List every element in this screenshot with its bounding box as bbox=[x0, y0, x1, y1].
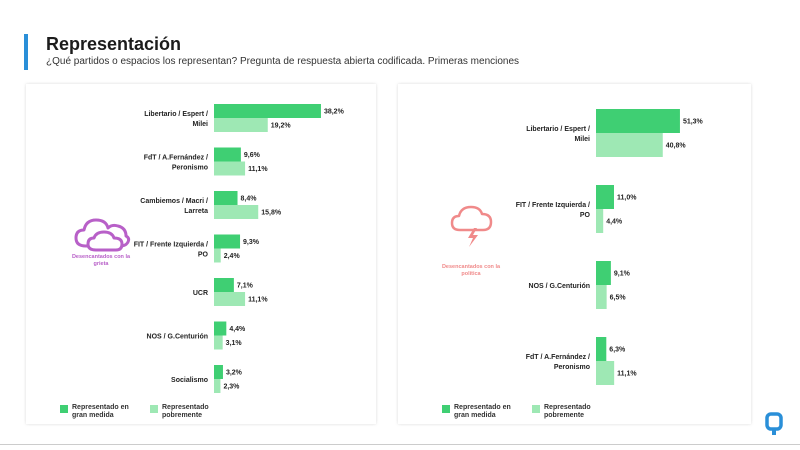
category-label: Peronismo bbox=[554, 364, 590, 371]
bar-high bbox=[596, 185, 614, 209]
legend-label-low: Representado pobremente bbox=[162, 404, 209, 419]
category-label: PO bbox=[580, 212, 591, 219]
legend-swatch-high bbox=[442, 405, 450, 413]
footer-divider bbox=[0, 444, 800, 445]
data-label: 8,4% bbox=[241, 196, 258, 203]
category-label: FdT / A.Fernández / bbox=[144, 155, 208, 162]
bar-low bbox=[214, 248, 221, 263]
legend-item-high: Representado en gran medida bbox=[60, 404, 136, 420]
category-label: Libertario / Espert / bbox=[526, 126, 590, 133]
legend-label-high: Representado en gran medida bbox=[454, 404, 511, 419]
category-label: Socialismo bbox=[171, 377, 208, 384]
bar-low bbox=[214, 292, 246, 306]
data-label: 6,3% bbox=[609, 347, 626, 354]
bar-low bbox=[596, 209, 604, 233]
data-label: 3,2% bbox=[226, 370, 243, 377]
bar-chart-left: Libertario / Espert / Milei 38,2% 19,2% FdT … bbox=[134, 104, 345, 393]
title-accent-bar bbox=[24, 34, 28, 70]
data-label: 9,3% bbox=[243, 239, 260, 246]
category-label: Milei bbox=[574, 136, 590, 143]
category-label: Cambiemos / Macri / bbox=[140, 198, 208, 205]
storm-cloud-icon bbox=[450, 202, 494, 248]
data-label: 2,4% bbox=[224, 253, 241, 260]
category-label: PO bbox=[198, 252, 209, 259]
data-label: 4,4% bbox=[606, 219, 623, 226]
chart-panel-right: Libertario / Espert / Milei 51,3% 40,8% FIT … bbox=[398, 84, 751, 424]
data-label: 11,1% bbox=[248, 166, 268, 173]
data-label: 9,1% bbox=[614, 271, 631, 278]
bar-high bbox=[596, 337, 607, 361]
data-label: 3,1% bbox=[226, 340, 243, 347]
bar-low bbox=[214, 205, 259, 219]
legend-label-high: Representado en gran medida bbox=[72, 404, 129, 419]
legend-right: Representado en gran medida Representado… bbox=[442, 404, 608, 420]
bar-high bbox=[214, 321, 227, 336]
category-label: Larreta bbox=[184, 208, 208, 215]
bar-low bbox=[214, 335, 223, 350]
data-label: 15,8% bbox=[261, 210, 282, 217]
bar-low bbox=[214, 379, 221, 393]
bar-chart-right: Libertario / Espert / Milei 51,3% 40,8% FIT … bbox=[516, 109, 704, 385]
bar-low bbox=[214, 118, 268, 132]
segment-caption-left: Desencantados con la grieta bbox=[71, 254, 131, 267]
category-label: NOS / G.Centurión bbox=[529, 283, 590, 290]
category-label: Milei bbox=[192, 121, 208, 128]
category-label: UCR bbox=[193, 290, 208, 297]
cloud-icon bbox=[72, 212, 132, 252]
legend-item-low: Representado pobremente bbox=[150, 404, 226, 420]
page-subtitle: ¿Qué partidos o espacios los representan… bbox=[46, 56, 520, 67]
chart-panel-left: Libertario / Espert / Milei 38,2% 19,2% FdT … bbox=[26, 84, 376, 424]
bar-low bbox=[214, 161, 246, 176]
data-label: 7,1% bbox=[237, 283, 254, 290]
legend-swatch-low bbox=[150, 405, 158, 413]
data-label: 19,2% bbox=[271, 123, 292, 130]
bar-low bbox=[596, 361, 615, 385]
legend-label-low: Representado pobremente bbox=[544, 404, 591, 419]
category-label: FIT / Frente Izquierda / bbox=[134, 242, 208, 249]
data-label: 2,3% bbox=[223, 384, 240, 391]
bar-high bbox=[214, 234, 241, 249]
bar-low bbox=[596, 133, 663, 157]
category-label: NOS / G.Centurión bbox=[147, 334, 208, 341]
bar-low bbox=[596, 285, 607, 309]
bar-high bbox=[214, 191, 238, 205]
data-label: 40,8% bbox=[666, 143, 687, 150]
legend-item-high: Representado en gran medida bbox=[442, 404, 518, 420]
data-label: 38,2% bbox=[324, 109, 345, 116]
bar-high bbox=[214, 104, 321, 118]
category-label: FIT / Frente Izquierda / bbox=[516, 202, 590, 209]
data-label: 4,4% bbox=[229, 326, 246, 333]
category-label: FdT / A.Fernández / bbox=[526, 354, 590, 361]
bar-high bbox=[596, 261, 611, 285]
bar-high bbox=[596, 109, 680, 133]
segment-caption-right: Desencantados con la política bbox=[441, 264, 501, 277]
data-label: 11,1% bbox=[617, 371, 637, 378]
legend-swatch-high bbox=[60, 405, 68, 413]
category-label: Peronismo bbox=[172, 165, 208, 172]
legend-item-low: Representado pobremente bbox=[532, 404, 608, 420]
bar-high bbox=[214, 278, 234, 292]
bar-high bbox=[214, 365, 223, 379]
category-label: Libertario / Espert / bbox=[144, 111, 208, 118]
legend-swatch-low bbox=[532, 405, 540, 413]
data-label: 9,6% bbox=[244, 152, 261, 159]
data-label: 51,3% bbox=[683, 119, 704, 126]
legend-left: Representado en gran medida Representado… bbox=[60, 404, 226, 420]
page-title: Representación bbox=[46, 34, 182, 54]
bar-high bbox=[214, 147, 241, 162]
data-label: 11,0% bbox=[617, 195, 637, 202]
data-label: 11,1% bbox=[248, 297, 268, 304]
brand-logo bbox=[765, 412, 783, 436]
data-label: 6,5% bbox=[610, 295, 627, 302]
